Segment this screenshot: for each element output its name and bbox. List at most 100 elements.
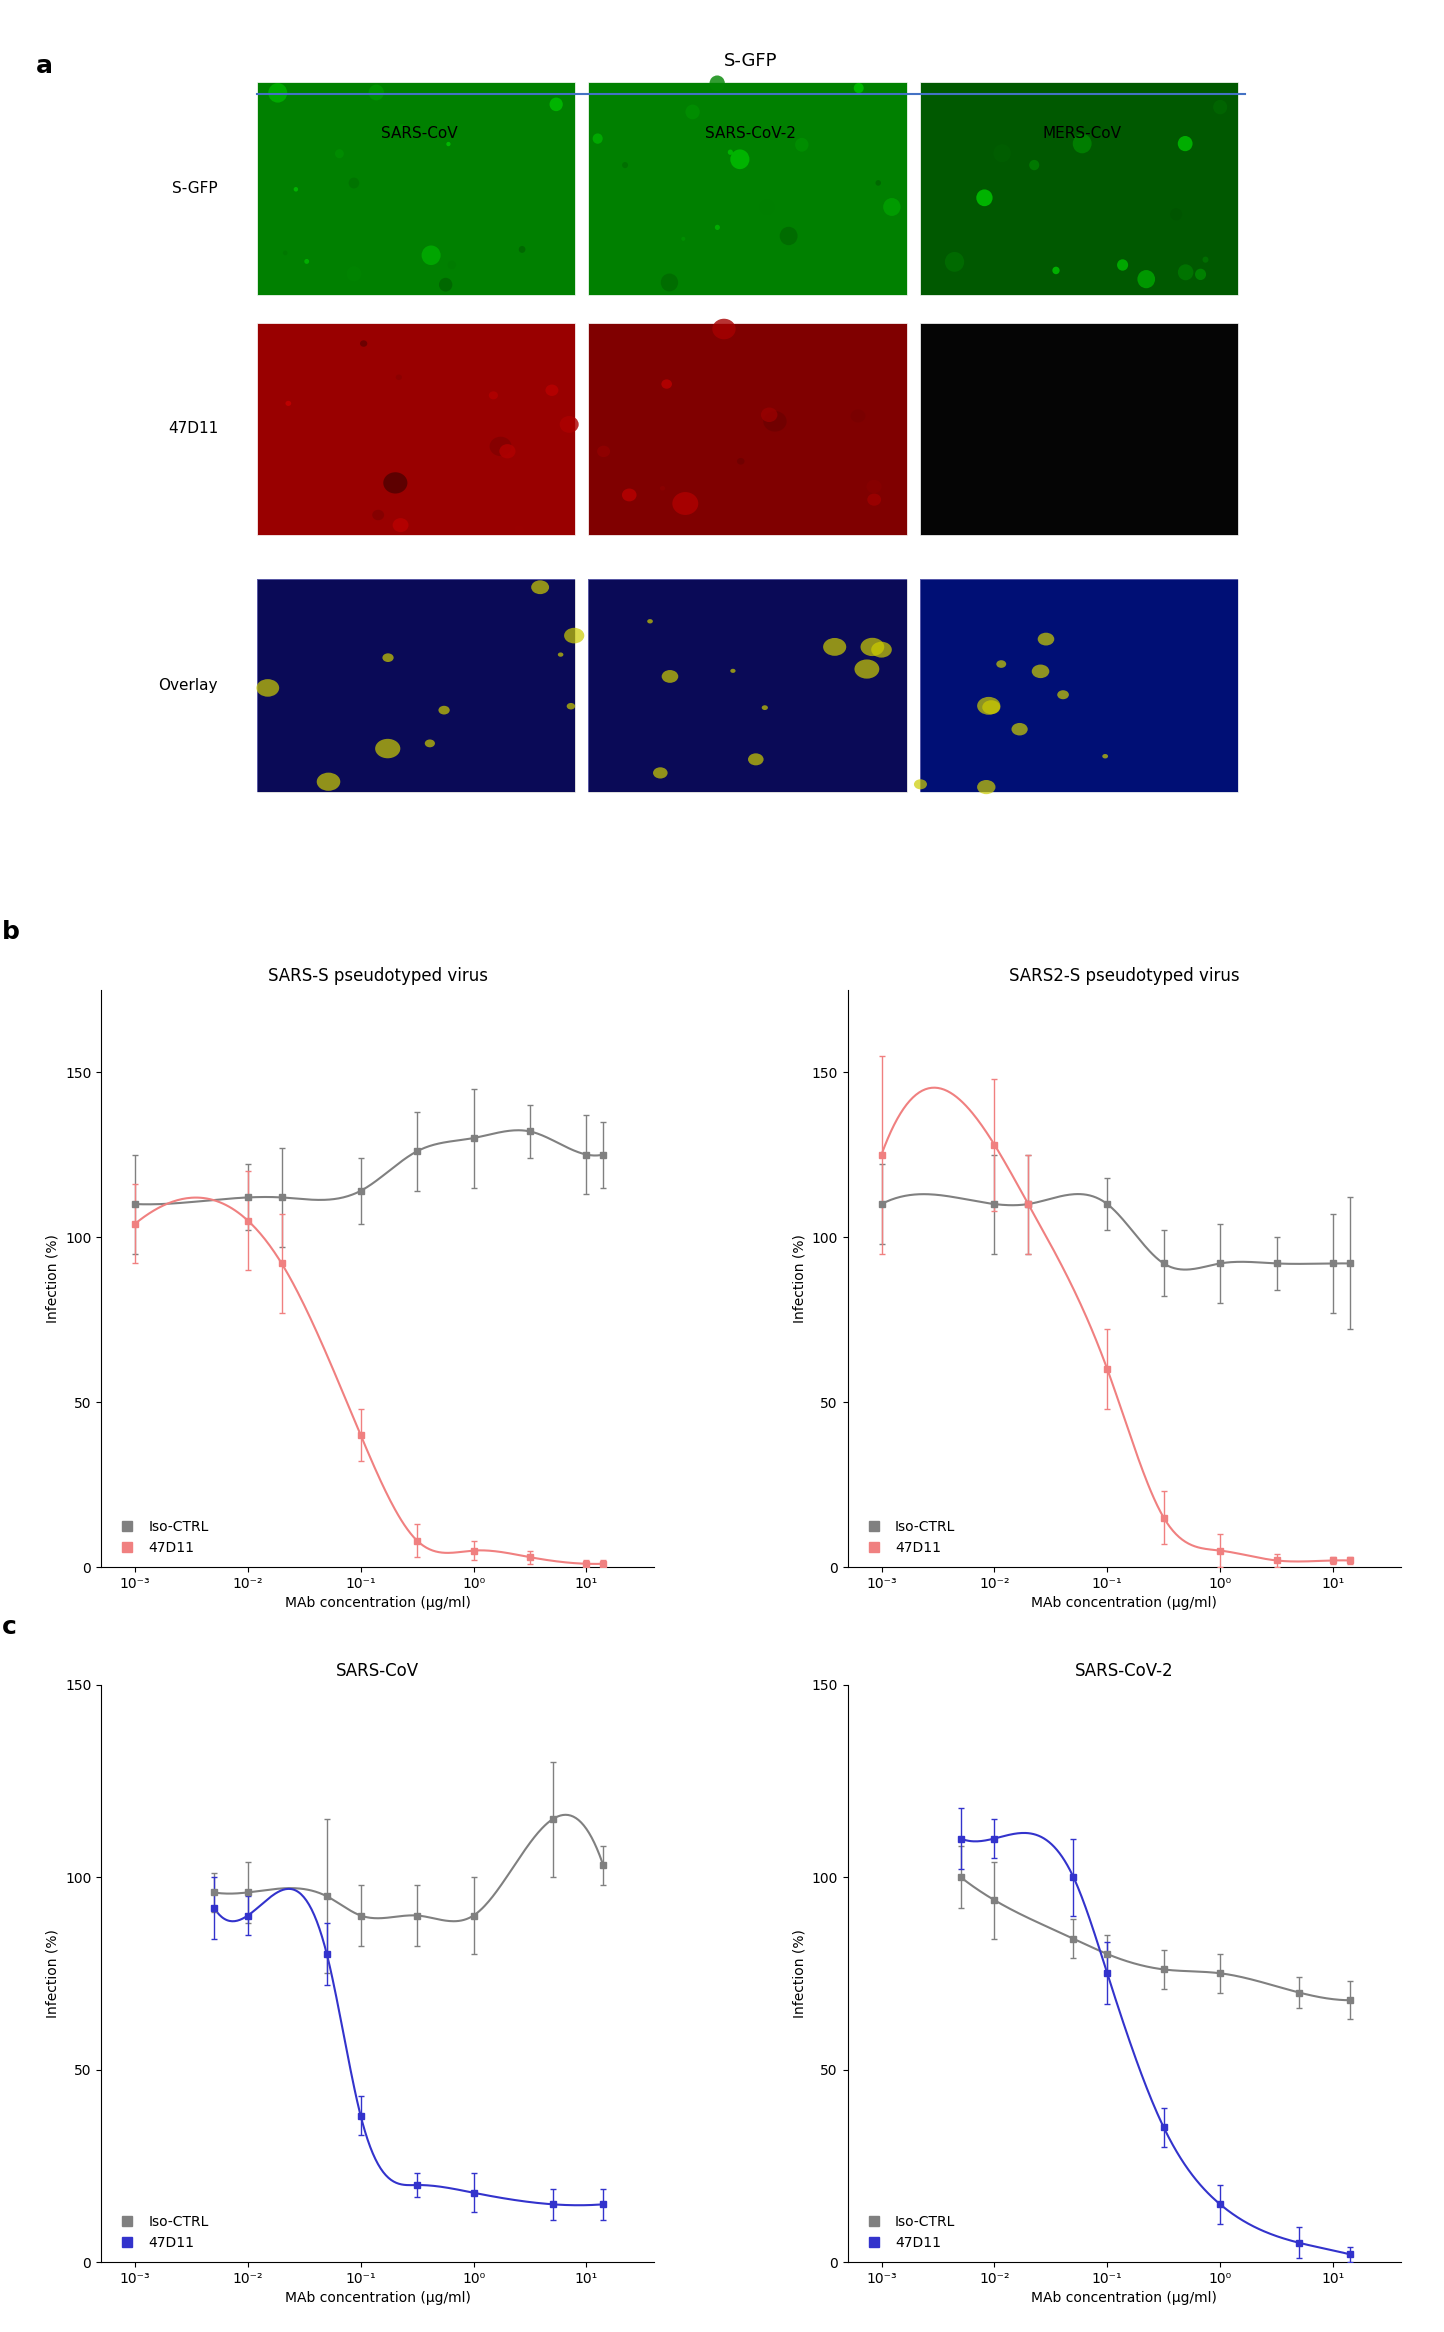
Ellipse shape	[976, 189, 992, 205]
Ellipse shape	[383, 473, 407, 494]
Legend: Iso-CTRL, 47D11: Iso-CTRL, 47D11	[855, 2208, 960, 2255]
Ellipse shape	[866, 480, 882, 492]
Ellipse shape	[871, 641, 892, 658]
Y-axis label: Infection (%): Infection (%)	[791, 1234, 806, 1322]
Ellipse shape	[855, 660, 879, 679]
Ellipse shape	[796, 138, 809, 152]
Legend: Iso-CTRL, 47D11: Iso-CTRL, 47D11	[108, 2208, 214, 2255]
Ellipse shape	[661, 273, 679, 292]
FancyBboxPatch shape	[589, 82, 907, 294]
Ellipse shape	[728, 149, 734, 154]
Ellipse shape	[439, 278, 452, 292]
X-axis label: MAb concentration (μg/ml): MAb concentration (μg/ml)	[1031, 2292, 1217, 2306]
X-axis label: MAb concentration (μg/ml): MAb concentration (μg/ml)	[1031, 1597, 1217, 1611]
Ellipse shape	[375, 739, 400, 758]
Ellipse shape	[686, 105, 700, 119]
Ellipse shape	[518, 245, 526, 252]
Ellipse shape	[914, 779, 927, 788]
Ellipse shape	[731, 149, 749, 170]
FancyBboxPatch shape	[920, 82, 1239, 294]
Ellipse shape	[712, 319, 735, 338]
Ellipse shape	[978, 697, 1001, 716]
Ellipse shape	[823, 639, 846, 655]
Ellipse shape	[1057, 690, 1069, 700]
Ellipse shape	[1102, 753, 1108, 758]
Ellipse shape	[383, 653, 394, 662]
Text: S-GFP: S-GFP	[172, 182, 218, 196]
Ellipse shape	[373, 511, 384, 520]
Ellipse shape	[760, 198, 774, 215]
Ellipse shape	[490, 436, 511, 457]
Ellipse shape	[598, 445, 611, 457]
Ellipse shape	[1053, 266, 1060, 275]
Ellipse shape	[884, 198, 901, 217]
FancyBboxPatch shape	[257, 578, 576, 793]
Ellipse shape	[780, 226, 797, 245]
FancyBboxPatch shape	[589, 578, 907, 793]
Ellipse shape	[861, 637, 884, 655]
Ellipse shape	[293, 187, 297, 191]
FancyBboxPatch shape	[257, 322, 576, 536]
Ellipse shape	[736, 457, 745, 464]
Ellipse shape	[682, 238, 686, 240]
FancyBboxPatch shape	[589, 322, 907, 536]
Ellipse shape	[1203, 257, 1209, 264]
Ellipse shape	[1178, 135, 1193, 152]
Ellipse shape	[546, 385, 559, 396]
Ellipse shape	[761, 704, 768, 709]
Ellipse shape	[1138, 271, 1155, 289]
Ellipse shape	[1170, 208, 1183, 222]
FancyBboxPatch shape	[920, 322, 1239, 536]
Title: SARS-CoV: SARS-CoV	[336, 1663, 419, 1679]
FancyBboxPatch shape	[257, 82, 576, 294]
Ellipse shape	[531, 581, 549, 595]
Ellipse shape	[715, 224, 721, 231]
Ellipse shape	[448, 261, 456, 268]
Ellipse shape	[566, 702, 575, 709]
Text: Overlay: Overlay	[159, 679, 218, 693]
Ellipse shape	[1073, 133, 1092, 154]
Ellipse shape	[393, 518, 409, 532]
Ellipse shape	[764, 410, 787, 431]
Ellipse shape	[993, 145, 1011, 163]
Text: b: b	[1, 921, 19, 944]
Ellipse shape	[550, 98, 563, 112]
Text: S-GFP: S-GFP	[723, 51, 778, 70]
Ellipse shape	[660, 485, 666, 490]
Ellipse shape	[944, 252, 965, 273]
Ellipse shape	[1178, 264, 1193, 280]
Ellipse shape	[500, 443, 516, 459]
Text: MERS-CoV: MERS-CoV	[1043, 126, 1122, 142]
Ellipse shape	[1011, 723, 1028, 735]
Title: SARS2-S pseudotyped virus: SARS2-S pseudotyped virus	[1009, 968, 1239, 984]
Text: SARS-CoV-2: SARS-CoV-2	[706, 126, 796, 142]
Ellipse shape	[348, 177, 360, 189]
Ellipse shape	[446, 142, 451, 147]
Y-axis label: Infection (%): Infection (%)	[791, 1929, 806, 2017]
FancyBboxPatch shape	[257, 578, 576, 793]
Ellipse shape	[1196, 268, 1206, 280]
Legend: Iso-CTRL, 47D11: Iso-CTRL, 47D11	[855, 1513, 960, 1560]
Ellipse shape	[853, 84, 864, 93]
Ellipse shape	[1096, 257, 1102, 264]
Ellipse shape	[286, 401, 292, 406]
X-axis label: MAb concentration (μg/ml): MAb concentration (μg/ml)	[284, 2292, 471, 2306]
Ellipse shape	[622, 161, 628, 168]
Y-axis label: Infection (%): Infection (%)	[45, 1234, 59, 1322]
Text: a: a	[36, 54, 53, 77]
Ellipse shape	[305, 259, 309, 264]
Ellipse shape	[565, 627, 585, 644]
Legend: Iso-CTRL, 47D11: Iso-CTRL, 47D11	[108, 1513, 214, 1560]
Ellipse shape	[1213, 100, 1227, 114]
Ellipse shape	[875, 180, 881, 187]
Ellipse shape	[647, 618, 653, 623]
Ellipse shape	[709, 75, 725, 91]
Y-axis label: Infection (%): Infection (%)	[45, 1929, 59, 2017]
Ellipse shape	[560, 415, 579, 434]
Ellipse shape	[1118, 259, 1128, 271]
Ellipse shape	[335, 149, 344, 159]
Ellipse shape	[851, 410, 865, 422]
Ellipse shape	[996, 660, 1006, 667]
Ellipse shape	[653, 767, 667, 779]
Ellipse shape	[1030, 161, 1040, 170]
